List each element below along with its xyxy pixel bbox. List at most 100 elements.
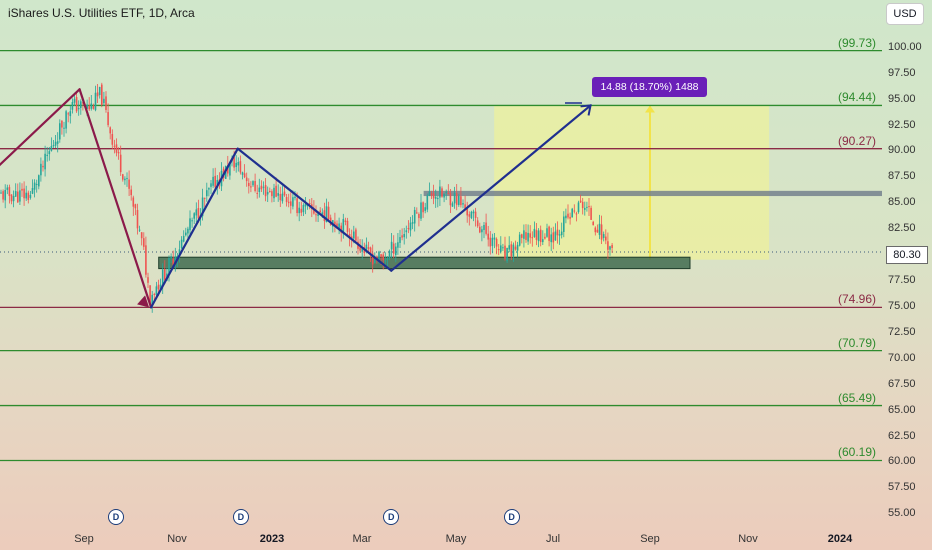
candle-body — [206, 190, 208, 197]
candle-body — [460, 196, 462, 206]
time-tick-label: Jul — [545, 533, 561, 545]
candle-body — [61, 120, 63, 128]
candle-body — [14, 191, 17, 197]
candle-body — [153, 293, 156, 295]
trend-arrowhead — [580, 104, 592, 116]
candle-body — [27, 192, 30, 200]
candle-body — [136, 209, 139, 229]
candle-body — [195, 209, 198, 216]
candle-body — [283, 191, 286, 196]
target-range-arrowhead — [645, 105, 655, 113]
candle-body — [237, 162, 240, 166]
candle-body — [273, 187, 275, 199]
candle-body — [550, 234, 552, 243]
symbol-title[interactable]: iShares U.S. Utilities ETF, 1D, Arca — [8, 6, 195, 20]
price-tick-label: 97.50 — [888, 66, 916, 79]
candle-body — [168, 258, 170, 275]
candle-body — [481, 229, 483, 233]
candle-body — [609, 246, 611, 250]
level-tag: (99.73) — [838, 35, 877, 50]
candle-body — [323, 210, 326, 222]
candle-body — [23, 188, 25, 199]
candle-body — [355, 229, 357, 241]
candle-body — [52, 145, 55, 147]
dividend-marker[interactable]: D — [232, 509, 249, 525]
candle-body — [105, 96, 107, 110]
candle-body — [21, 188, 23, 191]
candle-body — [290, 201, 292, 206]
candle-body — [577, 202, 580, 213]
candle-body — [140, 232, 143, 239]
candle-body — [59, 123, 61, 140]
candle-body — [336, 223, 338, 229]
dividend-marker[interactable]: D — [503, 509, 520, 525]
candle-body — [250, 186, 252, 188]
candle-body — [245, 177, 248, 182]
candle-body — [340, 225, 342, 233]
current-price-label: 80.30 — [886, 246, 928, 264]
candle-body — [2, 191, 4, 200]
candle-body — [98, 86, 101, 96]
candle-body — [304, 203, 307, 207]
price-tick-label: 90.00 — [888, 144, 916, 157]
candle-body — [399, 237, 401, 243]
candle-body — [281, 193, 284, 202]
candle-body — [584, 207, 586, 210]
price-tick-label: 70.00 — [888, 351, 916, 364]
candle-body — [12, 195, 15, 202]
candle-body — [67, 113, 69, 115]
candle-body — [424, 207, 426, 211]
candle-body — [227, 165, 229, 174]
price-tick-label: 82.50 — [888, 222, 916, 235]
candle-body — [319, 210, 321, 213]
candle-body — [143, 238, 145, 247]
candle-body — [201, 197, 204, 217]
candle-body — [29, 194, 32, 198]
candle-body — [361, 248, 363, 252]
candle-body — [344, 220, 347, 222]
candle-body — [525, 232, 527, 240]
candle-body — [510, 244, 513, 257]
candle-body — [182, 235, 185, 242]
candle-body — [117, 152, 120, 154]
candle-body — [432, 193, 435, 199]
candle-body — [434, 196, 437, 199]
candle-body — [187, 228, 189, 234]
candle-body — [193, 213, 195, 219]
price-tick-label: 55.00 — [888, 507, 916, 520]
candle-body — [164, 268, 166, 281]
dividend-marker[interactable]: D — [383, 509, 400, 525]
candle-body — [495, 238, 498, 247]
level-tag: (60.19) — [838, 445, 877, 460]
candle-body — [420, 202, 422, 219]
candle-body — [86, 104, 88, 109]
currency-button[interactable]: USD — [886, 3, 924, 25]
level-tag: (90.27) — [838, 133, 877, 148]
candle-body — [598, 223, 601, 235]
candle-body — [235, 162, 237, 168]
candle-body — [565, 215, 567, 219]
candle-body — [180, 239, 183, 249]
candle-body — [560, 231, 563, 236]
candle-body — [588, 206, 590, 208]
candle-body — [392, 243, 395, 254]
candle-body — [191, 220, 193, 222]
candle-body — [600, 224, 603, 240]
candle-body — [203, 197, 206, 199]
candle-body — [537, 230, 540, 242]
candle-body — [63, 127, 65, 129]
candle-body — [342, 218, 345, 234]
dividend-marker[interactable]: D — [108, 509, 125, 525]
candle-body — [575, 213, 578, 215]
candle-body — [269, 191, 271, 193]
candle-body — [586, 206, 588, 208]
candle-body — [401, 235, 403, 238]
candle-body — [476, 220, 479, 227]
candle-body — [35, 183, 38, 185]
candle-body — [464, 204, 466, 210]
candle-body — [567, 213, 569, 218]
candle-body — [365, 244, 368, 253]
candle-body — [514, 246, 517, 250]
